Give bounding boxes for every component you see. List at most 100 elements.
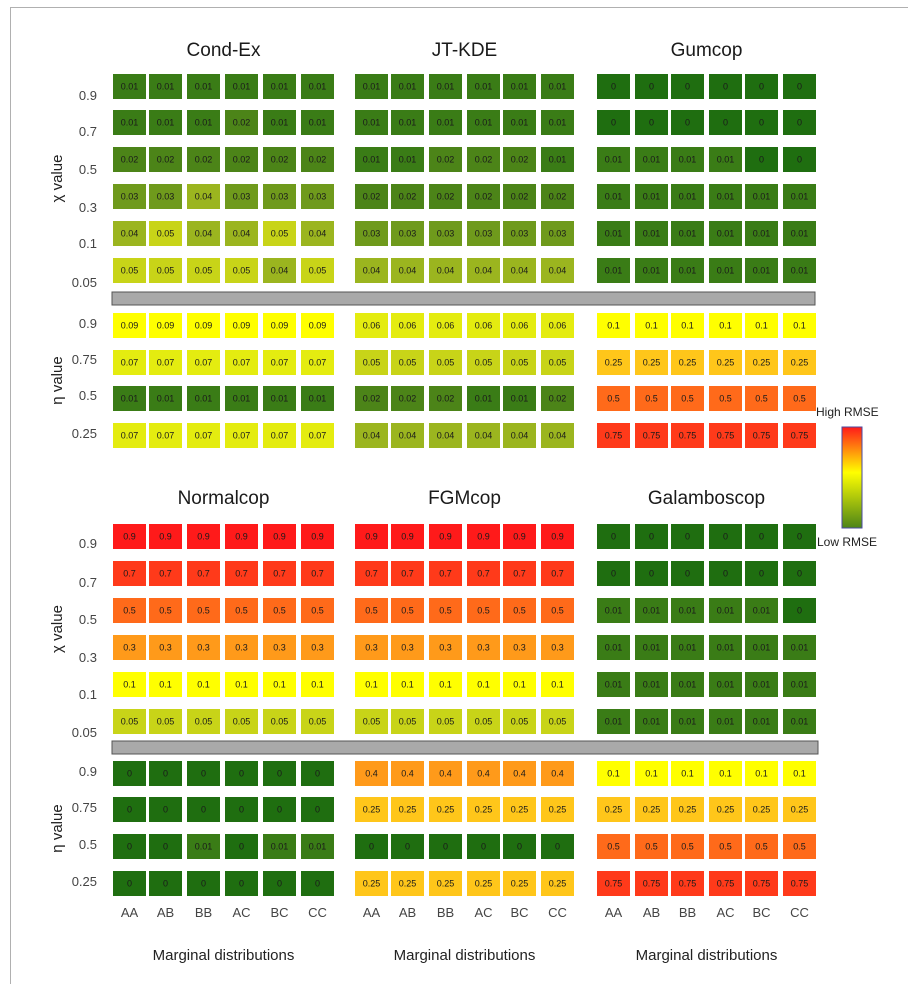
chi-cell-value: 0.01 [605,192,623,202]
chi-cell-value: 0 [759,532,764,542]
eta-cell [597,313,630,338]
eta-cell-value: 0.02 [437,394,455,404]
chi-cell-value: 0.01 [717,680,735,690]
chi-cell [113,221,146,246]
eta-cell [783,871,816,896]
chi-cell-value: 0.05 [309,717,327,727]
chi-cell [263,598,296,623]
eta-cell-value: 0.25 [605,805,623,815]
eta-cell [467,313,500,338]
eta-cell-value: 0 [239,842,244,852]
eta-cell [541,423,574,448]
eta-cell-value: 0.05 [475,358,493,368]
chi-cell [597,221,630,246]
eta-cell-value: 0.25 [511,879,529,889]
eta-cell-value: 0.75 [717,879,735,889]
eta-cell-value: 0.05 [363,358,381,368]
chi-cell [635,147,668,172]
chi-cell [301,147,334,172]
chi-cell-value: 0 [759,155,764,165]
eta-cell-value: 0.5 [607,842,620,852]
chi-cell-value: 0.01 [195,82,213,92]
eta-cell [149,350,182,375]
eta-cell [355,834,388,859]
chi-cell-value: 0.1 [513,680,526,690]
eta-cell-value: 0.25 [437,805,455,815]
chi-cell [391,221,424,246]
eta-cell [391,797,424,822]
chi-cell-value: 0.3 [197,643,210,653]
chi-cell [391,110,424,135]
chi-cell-value: 0.03 [309,192,327,202]
eta-cell [263,350,296,375]
chi-cell-value: 0.03 [549,229,567,239]
eta-cell [541,834,574,859]
chi-cell [597,110,630,135]
chi-cell-value: 0.03 [121,192,139,202]
chi-cell [391,598,424,623]
eta-cell [709,423,742,448]
chi-cell [671,524,704,549]
eta-cell [301,871,334,896]
chi-cell-value: 0.01 [511,118,529,128]
chi-cell-value: 0.01 [679,266,697,276]
eta-cell [597,797,630,822]
chi-cell [541,258,574,283]
eta-cell [597,871,630,896]
eta-cell-value: 0.06 [549,321,567,331]
chi-tick-label: 0.5 [79,162,97,177]
eta-tick-label: 0.9 [79,764,97,779]
eta-cell-value: 0.1 [681,321,694,331]
chi-cell [671,110,704,135]
eta-cell-value: 0.01 [309,842,327,852]
chi-cell-value: 0 [611,118,616,128]
chi-cell-value: 0.5 [273,606,286,616]
chi-cell-value: 0.03 [437,229,455,239]
chi-cell-value: 0.01 [643,717,661,727]
panel-title: FGMcop [428,488,501,509]
chi-cell [541,672,574,697]
eta-cell [745,423,778,448]
chi-cell-value: 0 [685,569,690,579]
eta-cell [503,386,536,411]
chi-cell [709,561,742,586]
eta-cell-value: 0.5 [755,394,768,404]
chi-cell-value: 0.01 [605,229,623,239]
eta-cell-value: 0.04 [549,431,567,441]
chi-cell-value: 0.1 [159,680,172,690]
chi-cell [597,184,630,209]
chi-cell [783,110,816,135]
eta-cell [597,761,630,786]
chi-cell-value: 0.03 [475,229,493,239]
eta-cell-value: 0.06 [437,321,455,331]
eta-cell [225,834,258,859]
chi-cell-value: 0 [797,569,802,579]
chi-cell [597,672,630,697]
chi-cell [503,635,536,660]
eta-tick-label: 0.25 [72,426,97,441]
eta-cell [149,386,182,411]
chi-cell [263,561,296,586]
chi-cell-value: 0 [797,606,802,616]
chi-cell-value: 0.01 [679,680,697,690]
chi-cell [503,524,536,549]
eta-cell [113,761,146,786]
chi-cell [597,524,630,549]
eta-cell [263,423,296,448]
chi-cell-value: 0.05 [309,266,327,276]
chi-cell-value: 0.5 [197,606,210,616]
chi-cell [149,110,182,135]
eta-cell [671,797,704,822]
chi-cell-value: 0.9 [477,532,490,542]
chi-cell [355,524,388,549]
chi-cell [597,258,630,283]
eta-cell [709,761,742,786]
eta-cell-value: 0.4 [477,769,490,779]
chi-cell-value: 0.01 [475,118,493,128]
chi-cell [745,709,778,734]
chi-cell-value: 0.01 [233,82,251,92]
eta-cell-value: 0.01 [195,394,213,404]
chi-cell [391,709,424,734]
chi-cell [113,598,146,623]
